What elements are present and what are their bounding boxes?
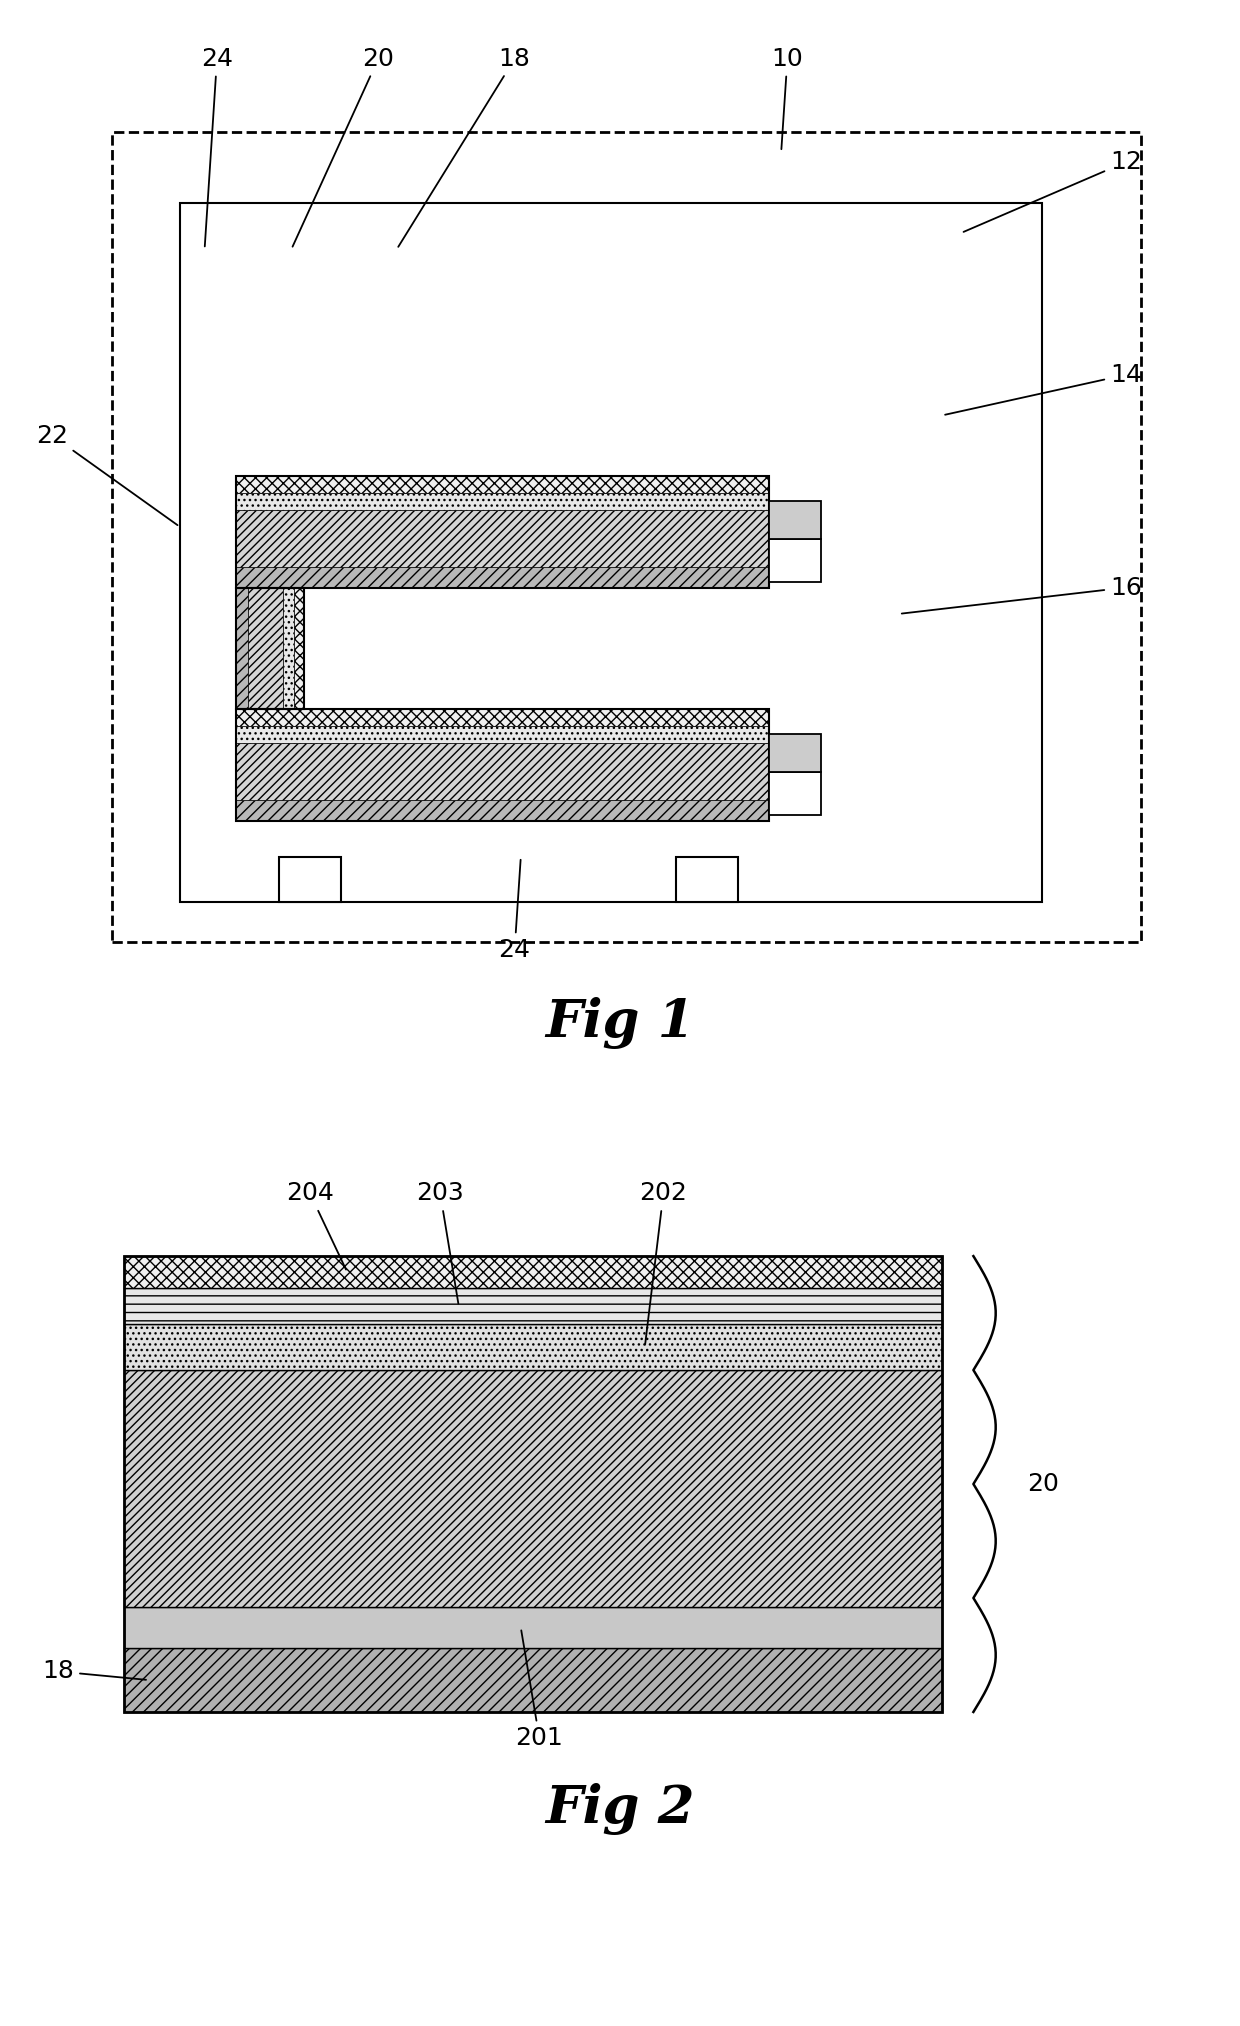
Text: 24: 24 — [498, 859, 531, 962]
Text: Fig 2: Fig 2 — [546, 1783, 694, 1836]
Bar — [676, 857, 738, 902]
Bar — [124, 1289, 942, 1325]
Text: 204: 204 — [286, 1181, 346, 1270]
Bar — [236, 492, 769, 511]
Bar — [180, 203, 1042, 902]
Bar — [248, 588, 283, 709]
Bar — [236, 709, 769, 821]
Bar — [236, 567, 769, 588]
Bar — [236, 744, 769, 800]
Text: 16: 16 — [901, 575, 1142, 614]
Text: 202: 202 — [640, 1181, 687, 1345]
Text: 18: 18 — [42, 1659, 146, 1684]
Bar — [236, 800, 769, 821]
Bar — [124, 1256, 942, 1712]
Text: 20: 20 — [293, 47, 394, 247]
Bar — [236, 709, 769, 725]
Bar — [124, 1370, 942, 1607]
Text: 14: 14 — [945, 363, 1142, 415]
Text: 12: 12 — [963, 150, 1142, 231]
Bar — [769, 772, 821, 814]
Bar — [124, 1607, 942, 1649]
Text: 10: 10 — [771, 47, 804, 150]
Bar — [769, 539, 821, 581]
Text: 22: 22 — [36, 423, 177, 525]
Bar — [769, 502, 821, 539]
Bar — [236, 588, 304, 709]
Bar — [279, 857, 341, 902]
Bar — [283, 588, 294, 709]
Bar — [236, 588, 248, 709]
Bar — [236, 476, 769, 492]
Text: 24: 24 — [201, 47, 233, 247]
Bar — [236, 725, 769, 744]
Bar — [124, 1256, 942, 1289]
Bar — [124, 1649, 942, 1712]
Text: 18: 18 — [398, 47, 531, 247]
Bar — [236, 476, 769, 588]
Text: 20: 20 — [1027, 1473, 1059, 1495]
Text: 203: 203 — [417, 1181, 464, 1303]
Bar — [124, 1325, 942, 1370]
Text: 201: 201 — [516, 1631, 563, 1750]
Bar — [769, 735, 821, 772]
Bar — [294, 588, 304, 709]
Bar — [112, 132, 1141, 942]
Bar — [236, 511, 769, 567]
Text: Fig 1: Fig 1 — [546, 997, 694, 1049]
